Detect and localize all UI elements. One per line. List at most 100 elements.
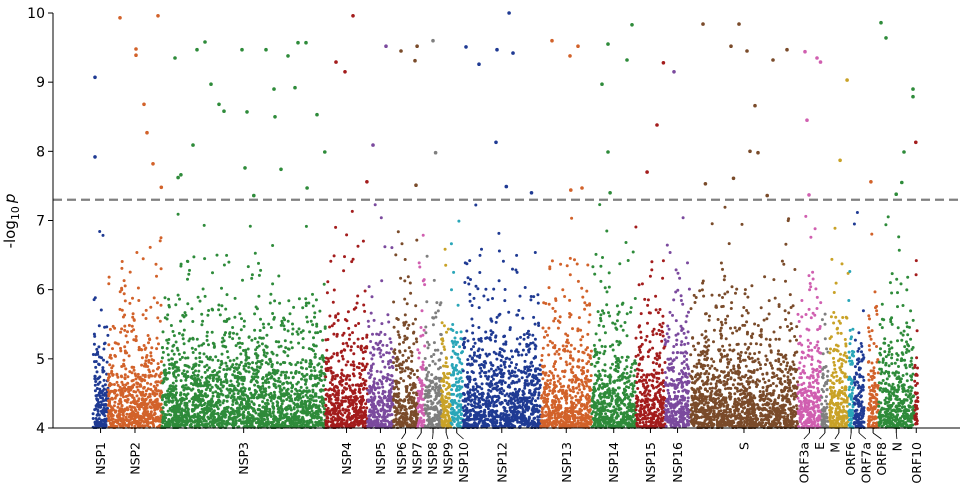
data-point-nsp3 bbox=[295, 382, 299, 386]
data-point-nsp3 bbox=[288, 312, 292, 316]
data-point-nsp4 bbox=[327, 359, 330, 363]
data-point-nsp9 bbox=[443, 247, 447, 251]
data-point-nsp4 bbox=[346, 310, 350, 314]
data-point-nsp3 bbox=[304, 359, 308, 363]
data-point-nsp3 bbox=[211, 394, 215, 398]
data-point-nsp3 bbox=[300, 377, 303, 381]
data-point-nsp4 bbox=[326, 280, 330, 284]
data-point-nsp3 bbox=[321, 338, 325, 342]
data-point-nsp12 bbox=[465, 262, 469, 266]
data-point-nsp3 bbox=[316, 363, 320, 367]
data-point-nsp12 bbox=[503, 398, 507, 402]
data-point-nsp4 bbox=[363, 410, 367, 414]
data-point-nsp12 bbox=[469, 278, 472, 281]
data-point-nsp7 bbox=[417, 351, 421, 355]
data-point-nsp3 bbox=[175, 409, 179, 413]
data-point-nsp5 bbox=[383, 422, 387, 426]
data-point-nsp3 bbox=[247, 335, 251, 339]
data-point-nsp6 bbox=[403, 408, 407, 412]
data-point-nsp4 bbox=[352, 368, 356, 371]
data-point-nsp3 bbox=[306, 396, 310, 399]
data-point-nsp3 bbox=[279, 392, 283, 396]
data-point-nsp3 bbox=[255, 356, 259, 360]
data-point-nsp3 bbox=[265, 420, 269, 424]
data-point-nsp3 bbox=[162, 380, 166, 383]
data-point-nsp3 bbox=[316, 420, 320, 424]
data-point-nsp3 bbox=[254, 348, 258, 352]
data-point-nsp3 bbox=[218, 313, 222, 317]
data-point-nsp5 bbox=[375, 381, 379, 385]
data-point-nsp3 bbox=[296, 392, 300, 396]
data-point-nsp2 bbox=[151, 390, 155, 393]
data-point-nsp3 bbox=[238, 363, 241, 367]
data-point-nsp3 bbox=[165, 371, 169, 375]
data-point-nsp5 bbox=[375, 332, 379, 336]
data-point-nsp3 bbox=[222, 399, 226, 403]
data-point-nsp6 bbox=[401, 424, 405, 428]
data-point-nsp12 bbox=[537, 324, 541, 327]
data-point-nsp6 bbox=[399, 398, 403, 402]
data-point-nsp9 bbox=[442, 384, 446, 388]
data-point-nsp3 bbox=[201, 423, 204, 427]
data-point-nsp3 bbox=[307, 347, 311, 351]
data-point-nsp3 bbox=[198, 403, 202, 407]
data-point-nsp2 bbox=[127, 354, 131, 358]
data-point-nsp3 bbox=[175, 402, 179, 406]
data-point-nsp3 bbox=[286, 329, 290, 333]
data-point-nsp3 bbox=[176, 366, 180, 370]
data-point-nsp3 bbox=[161, 421, 165, 425]
data-point-nsp2 bbox=[156, 419, 160, 423]
data-point-nsp1 bbox=[99, 400, 103, 404]
data-point-nsp3 bbox=[205, 355, 209, 359]
data-point-nsp4 bbox=[364, 402, 368, 406]
data-point-nsp3 bbox=[172, 352, 176, 356]
data-point-nsp3 bbox=[213, 369, 216, 372]
data-point-nsp9 bbox=[447, 402, 451, 406]
data-point-nsp6 bbox=[407, 356, 410, 360]
data-point-nsp9 bbox=[441, 337, 444, 341]
data-point-nsp3 bbox=[309, 397, 313, 401]
data-point-nsp2 bbox=[138, 377, 142, 381]
data-point-nsp7 bbox=[420, 379, 424, 383]
data-point-nsp5 bbox=[388, 378, 392, 382]
data-point-nsp3 bbox=[246, 347, 250, 351]
data-point-nsp5 bbox=[387, 351, 391, 355]
data-point-nsp3 bbox=[188, 399, 191, 403]
data-point-nsp3 bbox=[182, 388, 186, 392]
data-point-nsp3 bbox=[280, 388, 284, 392]
data-point-nsp3 bbox=[183, 311, 187, 315]
data-point-nsp10 bbox=[457, 410, 461, 414]
data-point-nsp3 bbox=[164, 400, 168, 404]
data-point-nsp8 bbox=[439, 333, 443, 337]
data-point-nsp3 bbox=[283, 339, 287, 343]
data-point-nsp2 bbox=[159, 406, 163, 410]
data-point-nsp8 bbox=[432, 353, 436, 356]
data-point-nsp6 bbox=[395, 423, 398, 427]
data-point-nsp8 bbox=[427, 422, 431, 426]
data-point-nsp3 bbox=[169, 408, 173, 412]
data-point-nsp3 bbox=[278, 396, 282, 400]
data-point-nsp2 bbox=[149, 406, 153, 410]
data-point-nsp3 bbox=[309, 365, 313, 369]
data-point-nsp3 bbox=[299, 405, 303, 409]
data-point-nsp6 bbox=[409, 419, 413, 423]
data-point-nsp4 bbox=[348, 333, 352, 337]
data-point-nsp3 bbox=[306, 320, 309, 324]
data-point-nsp12 bbox=[489, 380, 493, 383]
data-point-nsp12 bbox=[517, 353, 521, 357]
data-point-nsp4 bbox=[341, 333, 345, 337]
data-point-nsp3 bbox=[173, 418, 177, 422]
data-point-nsp3 bbox=[231, 373, 235, 377]
data-point-nsp8 bbox=[431, 323, 435, 327]
data-point-nsp3 bbox=[186, 277, 189, 281]
data-point-nsp2 bbox=[144, 317, 148, 320]
data-point-nsp12 bbox=[515, 253, 519, 257]
data-point-nsp3 bbox=[282, 386, 286, 390]
data-point-nsp2 bbox=[122, 364, 126, 368]
data-point-nsp1 bbox=[106, 333, 110, 337]
data-point-nsp2 bbox=[108, 421, 112, 425]
data-point-nsp3 bbox=[221, 344, 225, 348]
data-point-nsp2 bbox=[144, 417, 147, 421]
data-point-nsp3 bbox=[230, 365, 234, 369]
data-point-nsp2 bbox=[144, 355, 148, 359]
